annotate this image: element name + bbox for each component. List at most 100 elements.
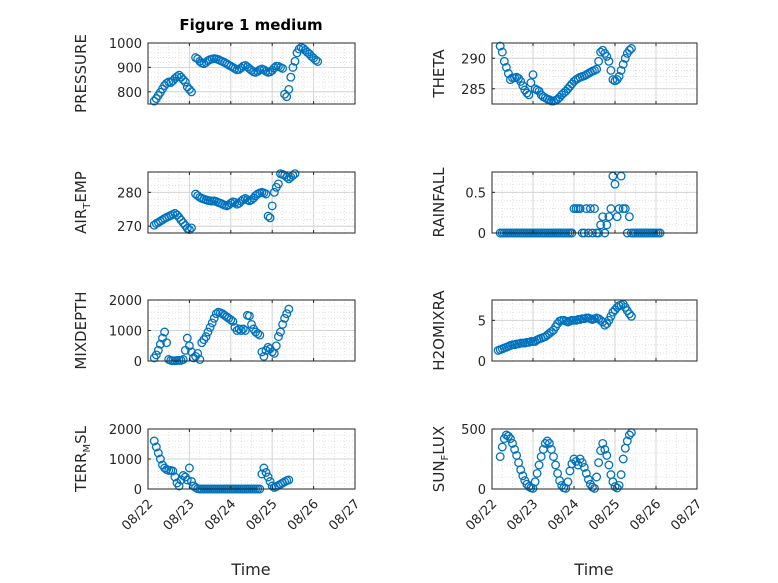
data-point [253, 329, 263, 339]
y-axis-label: H2OMIXRA [430, 290, 448, 371]
data-point [182, 475, 192, 485]
series-markers [149, 42, 323, 106]
series-markers [495, 428, 636, 493]
data-point [518, 81, 528, 91]
data-point [530, 477, 540, 487]
data-point [286, 72, 296, 82]
data-point [594, 56, 604, 66]
series-markers [149, 169, 300, 235]
data-point [182, 223, 192, 233]
data-point [178, 355, 188, 364]
y-axis-label-main: PRESSURE [72, 34, 90, 113]
subplot-pressure: 800 900 1000 PRESSURE [72, 34, 356, 113]
data-point [149, 96, 159, 106]
y-axis-label-main: RAINFALL [430, 167, 448, 238]
subplot-theta: 285 290 THETA [430, 41, 698, 106]
figure-title: Figure 1 medium [179, 16, 322, 34]
y-axis-label: MIXDEPTH [72, 291, 90, 369]
y-axis-label: THETA [430, 49, 448, 99]
data-point [284, 84, 294, 94]
data-point [618, 454, 628, 464]
y-tick-label: 1000 [109, 325, 142, 340]
data-point [501, 62, 511, 72]
data-point [563, 477, 573, 487]
data-point [495, 41, 505, 51]
y-tick-label: 0 [134, 355, 142, 370]
data-point [282, 172, 292, 182]
data-point [261, 468, 271, 477]
y-tick-label: 2000 [109, 294, 142, 309]
data-point [174, 481, 184, 491]
data-point [516, 76, 526, 86]
x-axis-label-left: Time [230, 560, 270, 579]
data-point [596, 47, 606, 57]
x-tick-label: 08/24 [202, 497, 239, 534]
y-tick-label: 2000 [109, 423, 142, 438]
data-point [590, 483, 599, 493]
y-tick-label: 285 [461, 83, 486, 98]
data-point [240, 326, 250, 335]
data-point [549, 452, 558, 462]
data-point [155, 339, 165, 349]
data-point [614, 72, 624, 81]
data-point [187, 477, 196, 486]
data-point [516, 465, 526, 475]
data-point [526, 78, 536, 88]
data-point [544, 438, 554, 448]
data-point [518, 471, 528, 481]
x-tick-label: 08/23 [161, 497, 198, 534]
y-tick-label: 0 [478, 355, 486, 370]
subplot-sun_flux: 0 500 08/22 08/23 08/24 08/25 08/26 08/27 SUNFLU… [430, 423, 705, 534]
axes-box [491, 428, 698, 490]
data-point [602, 220, 612, 230]
data-point [247, 65, 256, 75]
data-point [230, 198, 240, 207]
data-point [598, 212, 608, 222]
x-tick-label: 08/22 [119, 497, 156, 534]
data-point [626, 44, 636, 53]
x-tick-label: 08/25 [243, 497, 280, 534]
axes-box [147, 171, 356, 234]
series-markers [149, 304, 294, 366]
data-point [259, 463, 269, 473]
data-point [207, 318, 217, 328]
data-point [497, 47, 507, 57]
y-tick-label: 5 [478, 314, 486, 329]
subplot-terr_msl: 0 1000 2000 08/22 08/23 08/24 08/25 08/26 08/27 T… [72, 423, 363, 534]
data-point [273, 179, 283, 189]
data-point [259, 351, 269, 361]
data-point [257, 347, 267, 357]
data-point [205, 322, 215, 332]
x-tick-label: 08/27 [668, 497, 705, 534]
y-axis-label: SUNFLUX [430, 426, 451, 492]
data-point [620, 204, 630, 214]
x-tick-label: 08/25 [586, 497, 623, 534]
data-point [288, 62, 298, 72]
data-point [604, 460, 614, 470]
data-point [236, 326, 246, 335]
x-tick-label: 08/27 [326, 497, 363, 534]
data-point [290, 169, 300, 179]
x-tick-label: 08/26 [627, 497, 664, 534]
data-point [282, 309, 292, 319]
y-axis-label-rest: SL [72, 425, 90, 444]
data-point [187, 87, 196, 97]
data-point [610, 482, 620, 492]
y-axis-label: PRESSURE [72, 34, 90, 113]
series-markers [493, 299, 636, 355]
data-point [160, 327, 170, 337]
data-point [290, 56, 300, 66]
data-point [542, 436, 552, 446]
y-tick-label: 1000 [109, 37, 142, 52]
data-point [226, 315, 236, 325]
data-point [540, 438, 550, 448]
y-tick-label: 0 [478, 227, 486, 242]
data-point [505, 434, 515, 444]
y-tick-label: 0.5 [465, 186, 486, 201]
data-point [247, 319, 256, 329]
y-tick-label: 280 [117, 186, 142, 201]
y-tick-label: 0 [134, 483, 142, 498]
x-tick-label: 08/23 [504, 497, 541, 534]
